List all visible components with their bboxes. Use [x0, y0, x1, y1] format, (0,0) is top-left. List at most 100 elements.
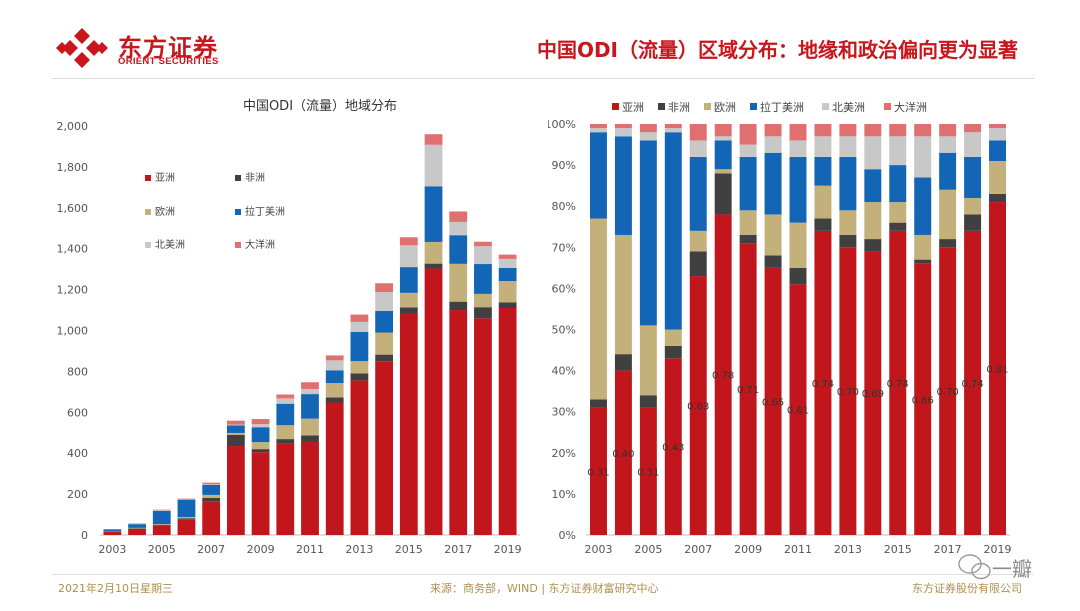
bar-segment [614, 128, 632, 137]
bar-segment [639, 325, 657, 396]
bar-segment [939, 136, 957, 153]
bar-segment [989, 124, 1007, 129]
x-tick-label: 2007 [197, 543, 225, 556]
bar-segment [839, 124, 857, 137]
bar-segment [889, 124, 907, 137]
y-tick-label: 50% [552, 324, 576, 337]
legend-swatch [658, 103, 665, 110]
bar-segment [689, 251, 707, 277]
bar-segment [226, 425, 245, 433]
data-label: 0.81 [986, 365, 1008, 376]
bar-segment [589, 399, 607, 408]
bar-segment [177, 519, 196, 535]
x-tick-label: 2009 [247, 543, 275, 556]
bar-segment [226, 432, 245, 435]
bar-segment [474, 293, 492, 308]
bar-segment [152, 524, 171, 526]
bar-segment [350, 331, 369, 362]
bar-segment [589, 218, 607, 400]
bar-segment [939, 189, 957, 240]
bar-segment [714, 136, 732, 141]
y-tick-label: 400 [67, 447, 88, 460]
bar-segment [889, 222, 907, 231]
bar-segment [474, 264, 492, 294]
bar-segment [714, 214, 732, 536]
y-tick-label: 40% [552, 365, 576, 378]
bar-segment [276, 398, 295, 404]
bar-segment [301, 418, 319, 436]
legend-label: 非洲 [245, 172, 265, 184]
bar-segment [202, 497, 221, 502]
bar-segment [375, 354, 394, 362]
bar-segment [103, 529, 122, 532]
bar-segment [939, 247, 957, 536]
bar-segment [177, 517, 196, 519]
logo-english-name: ORIENT SECURITIES [118, 56, 219, 67]
x-tick-label: 2005 [634, 543, 662, 556]
legend-label: 欧洲 [155, 206, 175, 218]
diamond-logo-icon [56, 28, 108, 68]
legend-label: 非洲 [668, 101, 690, 114]
bar-segment [399, 307, 418, 314]
bar-segment [989, 160, 1007, 194]
y-tick-label: 90% [552, 159, 576, 172]
legend-label: 拉丁美洲 [760, 100, 804, 114]
watermark-text: 一瓣 [992, 557, 1032, 581]
legend-swatch [235, 175, 241, 181]
bar-segment [989, 140, 1007, 161]
bar-segment [498, 254, 517, 259]
footer-date: 2021年2月10日星期三 [58, 582, 173, 595]
x-tick-label: 2017 [444, 543, 472, 556]
bar-segment [839, 247, 857, 536]
bar-segment [789, 267, 807, 285]
legend-label: 亚洲 [622, 101, 644, 114]
bar-segment [301, 394, 319, 419]
bar-segment [325, 402, 344, 535]
logo-chinese-name: 东方证券 [118, 34, 218, 62]
bar-segment [614, 234, 632, 355]
y-tick-label: 60% [552, 282, 576, 295]
data-label: 0.40 [612, 449, 634, 460]
bar-segment [614, 136, 632, 235]
bar-segment [152, 509, 171, 511]
legend-swatch [145, 175, 151, 181]
bar-segment [914, 177, 932, 235]
bar-segment [177, 518, 196, 520]
bar-segment [498, 258, 517, 268]
bar-segment [839, 156, 857, 211]
legend-swatch [704, 103, 711, 110]
legend-swatch [145, 242, 151, 248]
x-tick-label: 2009 [734, 543, 762, 556]
brand-logo: 东方证券 ORIENT SECURITIES [52, 26, 262, 70]
legend-swatch [612, 103, 619, 110]
y-tick-label: 70% [552, 241, 576, 254]
data-label: 0.74 [961, 379, 983, 390]
bar-segment [764, 267, 782, 535]
bar-segment [589, 128, 607, 133]
bar-segment [939, 152, 957, 190]
bar-segment [814, 156, 832, 186]
legend-swatch [750, 103, 757, 110]
bar-segment [664, 358, 682, 535]
bar-segment [375, 292, 394, 311]
bar-segment [764, 124, 782, 137]
y-tick-label: 20% [552, 447, 576, 460]
bar-segment [276, 439, 295, 444]
bar-segment [375, 310, 394, 333]
bar-segment [128, 528, 146, 535]
bar-segment [424, 134, 443, 145]
wechat-watermark-icon [958, 554, 991, 580]
x-tick-label: 2019 [494, 543, 522, 556]
legend-swatch [235, 209, 241, 215]
bar-segment [789, 140, 807, 157]
bar-segment [964, 124, 982, 133]
bar-segment [764, 255, 782, 268]
bar-segment [325, 370, 344, 384]
legend-label: 亚洲 [155, 172, 175, 184]
bar-segment [939, 239, 957, 248]
bar-segment [664, 345, 682, 359]
x-tick-label: 2011 [296, 543, 324, 556]
bar-segment [664, 329, 682, 346]
x-tick-label: 2015 [395, 543, 423, 556]
bar-segment [689, 276, 707, 535]
